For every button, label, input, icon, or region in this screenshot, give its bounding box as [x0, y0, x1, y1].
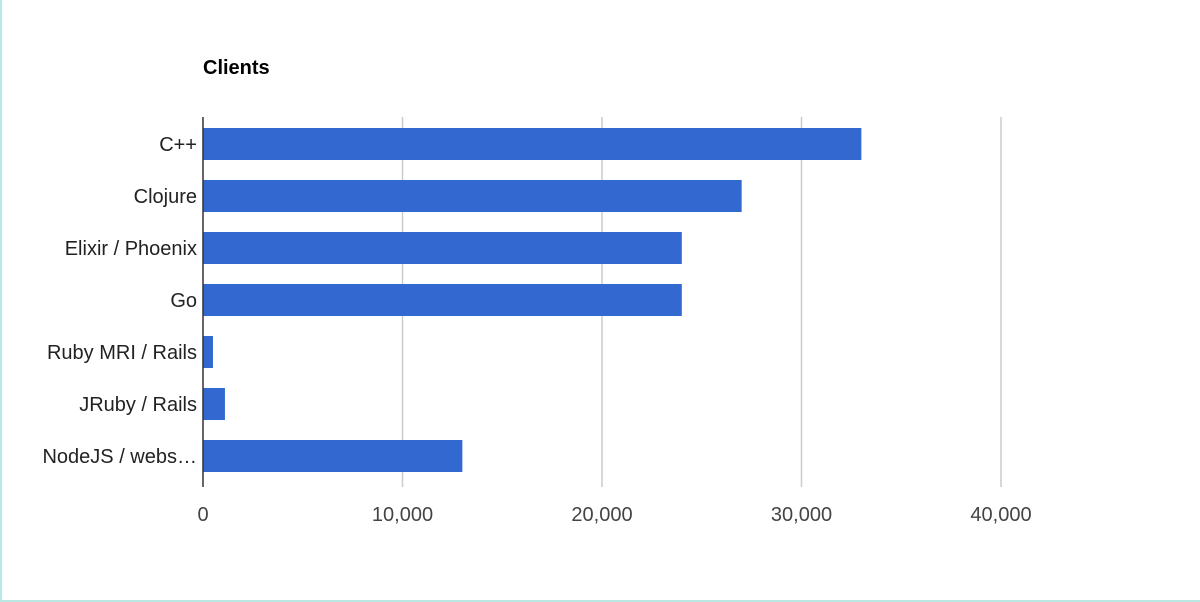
category-label: C++: [159, 134, 197, 156]
bar[interactable]: [203, 232, 682, 264]
bar[interactable]: [203, 180, 742, 212]
category-label: Go: [170, 290, 197, 312]
bar[interactable]: [203, 336, 213, 368]
chart-title: Clients: [203, 57, 270, 79]
bar[interactable]: [203, 388, 225, 420]
category-label: Clojure: [134, 186, 197, 208]
bar[interactable]: [203, 284, 682, 316]
bar[interactable]: [203, 128, 862, 160]
x-tick-label: 30,000: [771, 504, 832, 526]
category-label: JRuby / Rails: [79, 394, 197, 416]
category-label: NodeJS / webs…: [42, 446, 197, 468]
x-tick-labels: 0 10,000 20,000 30,000 40,000: [197, 504, 1031, 526]
x-tick-label: 10,000: [372, 504, 433, 526]
category-label: Ruby MRI / Rails: [47, 342, 197, 364]
category-label: Elixir / Phoenix: [65, 238, 197, 260]
x-tick-label: 20,000: [571, 504, 632, 526]
bar[interactable]: [203, 440, 463, 472]
bars: [203, 128, 862, 472]
x-tick-label: 40,000: [970, 504, 1031, 526]
category-labels: C++ Clojure Elixir / Phoenix Go Ruby MRI / R…: [42, 134, 197, 468]
x-tick-label: 0: [197, 504, 208, 526]
